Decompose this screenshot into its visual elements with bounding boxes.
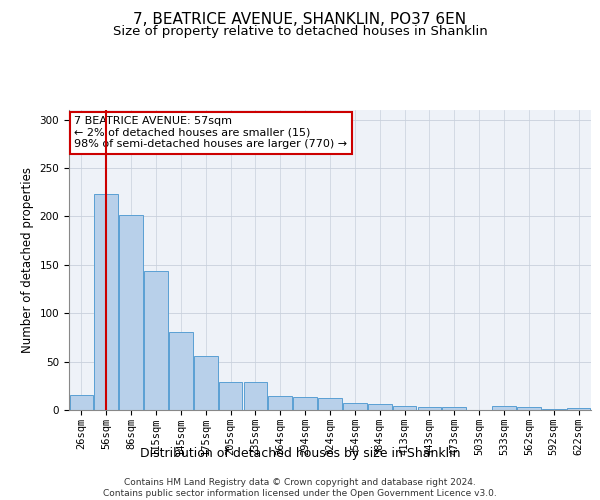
Bar [293, 398, 317, 410]
Bar [144, 270, 168, 410]
Bar [94, 194, 118, 410]
Text: 7, BEATRICE AVENUE, SHANKLIN, PO37 6EN: 7, BEATRICE AVENUE, SHANKLIN, PO37 6EN [133, 12, 467, 28]
Text: Distribution of detached houses by size in Shanklin: Distribution of detached houses by size … [140, 448, 460, 460]
Bar [119, 214, 143, 410]
Bar [318, 398, 342, 410]
Bar [542, 409, 566, 410]
Bar [393, 406, 416, 410]
Bar [268, 396, 292, 410]
Bar [567, 408, 590, 410]
Bar [169, 332, 193, 410]
Bar [368, 404, 392, 410]
Bar [343, 403, 367, 410]
Bar [418, 407, 441, 410]
Bar [244, 382, 267, 410]
Text: Contains HM Land Registry data © Crown copyright and database right 2024.
Contai: Contains HM Land Registry data © Crown c… [103, 478, 497, 498]
Bar [194, 356, 218, 410]
Y-axis label: Number of detached properties: Number of detached properties [21, 167, 34, 353]
Text: Size of property relative to detached houses in Shanklin: Size of property relative to detached ho… [113, 25, 487, 38]
Bar [517, 407, 541, 410]
Text: 7 BEATRICE AVENUE: 57sqm
← 2% of detached houses are smaller (15)
98% of semi-de: 7 BEATRICE AVENUE: 57sqm ← 2% of detache… [74, 116, 347, 149]
Bar [219, 382, 242, 410]
Bar [442, 407, 466, 410]
Bar [492, 406, 516, 410]
Bar [70, 396, 93, 410]
